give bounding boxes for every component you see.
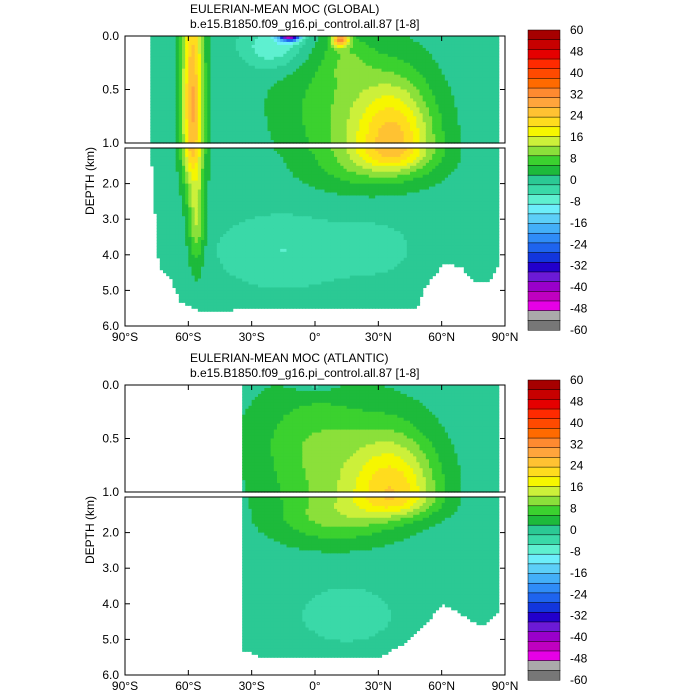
contour-plot: 90°S 60°S 30°S 0° 30°N 60°N 90°N0.00.51.02.03.… xyxy=(102,29,518,344)
y-axis-label: DEPTH (km) xyxy=(83,147,97,215)
chart-subtitle: b.e15.B1850.f09_g16.pi_control.all.87 [1… xyxy=(190,17,420,31)
panel-global: EULERIAN-MEAN MOC (GLOBAL) b.e15.B1850.f… xyxy=(83,2,588,344)
chart-title: EULERIAN-MEAN MOC (GLOBAL) xyxy=(190,2,379,16)
